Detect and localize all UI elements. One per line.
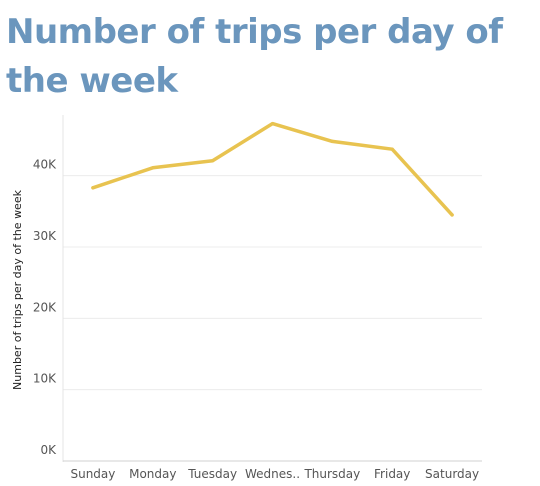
series-layer [91,121,454,217]
x-tick-label: Tuesday [187,467,237,481]
data-point [151,166,155,170]
x-tick-label: Sunday [70,467,115,481]
x-tick-label: Saturday [425,467,479,481]
y-tick-label: 20K [33,300,57,314]
chart-title: Number of trips per day of the week [6,12,503,101]
x-tick-label: Thursday [303,467,360,481]
series-line [91,121,454,217]
data-point [450,213,454,217]
data-point [211,159,215,163]
y-axis-label: Number of trips per day of the week [11,189,24,390]
y-tick-label: 0K [40,443,57,457]
gridlines [63,175,482,391]
y-tick-label: 40K [33,158,57,172]
x-tick-label: Friday [374,467,410,481]
x-tick-label: Monday [129,467,176,481]
x-axis-ticks: Sunday Monday Tuesday Wednes.. Thursday Frida… [70,467,479,481]
x-tick-label: Wednes.. [245,467,300,481]
y-tick-label: 30K [33,229,57,243]
data-point [270,121,275,126]
data-point [330,139,334,143]
data-point [390,147,394,151]
y-axis-ticks: 0K 10K 20K 30K 40K [33,158,57,457]
y-tick-label: 10K [33,372,57,386]
data-point [91,186,95,190]
